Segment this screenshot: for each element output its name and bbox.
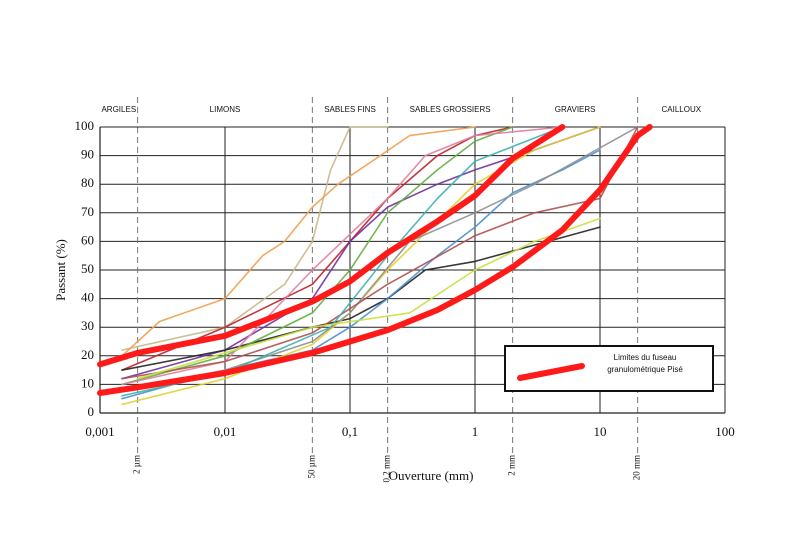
grading-curve: [136, 217, 601, 380]
grading-curve: [121, 126, 476, 357]
zone-label: LIMONS: [210, 105, 241, 114]
legend-box: [504, 345, 714, 392]
boundary-label: 20 mm: [632, 455, 642, 480]
y-tick-label: 60: [81, 232, 94, 247]
y-axis-label: Passant (%): [53, 239, 68, 301]
x-tick-label: 10: [594, 424, 607, 439]
limit-curve: [97, 124, 566, 368]
y-tick-label: 70: [81, 204, 94, 219]
zone-label: SABLES FINS: [324, 105, 376, 114]
x-tick-label: 0,1: [342, 424, 358, 439]
legend-swatch: [517, 363, 585, 381]
legend-label: Limites du fuseau granulométrique Pisé: [607, 353, 683, 374]
x-tick-label: 100: [715, 424, 735, 439]
zone-label: SABLES GROSSIERS: [410, 105, 491, 114]
x-tick-label: 1: [472, 424, 479, 439]
x-tick-label: 0,001: [85, 424, 114, 439]
zone-label: CAILLOUX: [662, 105, 702, 114]
x-tick-label: 0,01: [214, 424, 237, 439]
y-tick-label: 40: [81, 290, 94, 305]
grading-curve: [121, 126, 639, 391]
boundary-label: 2 µm: [132, 455, 142, 474]
y-tick-label: 50: [81, 261, 94, 276]
boundary-label: 0,2 mm: [382, 455, 392, 483]
y-tick-label: 90: [81, 147, 94, 162]
y-tick-label: 100: [75, 118, 95, 133]
x-axis-label: Ouverture (mm): [389, 468, 474, 483]
y-tick-label: 20: [81, 347, 94, 362]
grading-curve: [121, 126, 389, 351]
y-tick-label: 30: [81, 318, 94, 333]
boundary-label: 50 µm: [306, 455, 316, 478]
y-tick-label: 80: [81, 175, 94, 190]
zone-label: ARGILES: [101, 105, 136, 114]
y-tick-label: 0: [88, 404, 95, 419]
zone-label: GRAVIERS: [555, 105, 596, 114]
limit-curve: [97, 124, 653, 396]
boundary-label: 2 mm: [507, 455, 517, 476]
y-tick-label: 10: [81, 375, 94, 390]
